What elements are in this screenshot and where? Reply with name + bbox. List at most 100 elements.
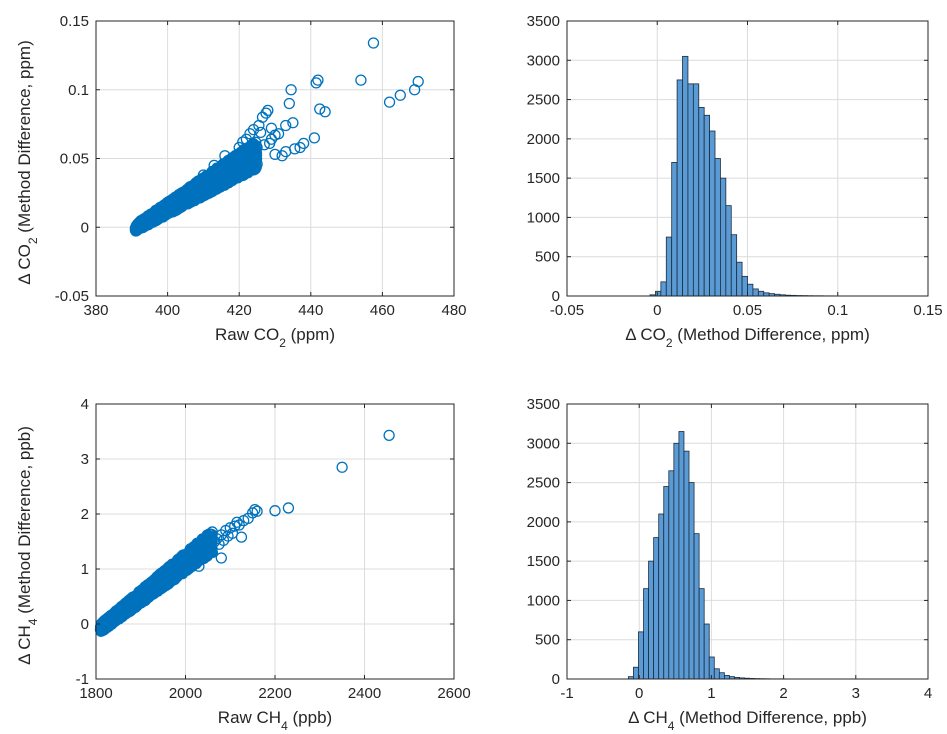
data-point — [231, 516, 243, 528]
histogram-bar — [668, 470, 675, 680]
data-point — [187, 180, 199, 192]
y-tick-label: 500 — [535, 249, 560, 266]
histogram-bar — [663, 486, 670, 680]
data-point — [282, 502, 295, 514]
data-point — [235, 531, 248, 543]
data-point — [233, 141, 245, 154]
x-tick-label: 400 — [155, 302, 180, 319]
x-tick-label: -1 — [560, 685, 573, 702]
histogram-bar — [757, 290, 765, 297]
x-tick-label: 380 — [83, 302, 108, 319]
data-point — [285, 84, 297, 96]
x-tick-label: 0 — [653, 302, 661, 319]
data-point — [219, 150, 231, 162]
data-point — [113, 606, 125, 618]
data-point — [255, 126, 267, 139]
y-tick-label: 3 — [81, 451, 89, 468]
data-point — [158, 202, 170, 214]
histogram-bar — [658, 513, 665, 680]
x-tick-label: 1 — [707, 685, 715, 702]
x-tick-label: 460 — [370, 302, 395, 319]
histogram-bar — [747, 283, 754, 297]
histogram-bar — [718, 672, 725, 680]
data-point — [234, 150, 247, 162]
x-tick-label: 2400 — [348, 685, 381, 702]
data-point — [100, 615, 113, 627]
histogram-bar — [638, 631, 644, 680]
x-axis-label: Raw CH4 (ppb) — [218, 708, 332, 733]
y-tick-label: 1500 — [527, 170, 560, 187]
data-point — [256, 111, 269, 123]
x-tick-label: 2600 — [437, 685, 470, 702]
data-point — [294, 141, 306, 154]
data-point — [136, 220, 149, 232]
marks-co2-hist — [649, 55, 846, 297]
y-tick-label: -1 — [76, 671, 89, 688]
y-tick-label: 3000 — [527, 435, 560, 452]
data-point — [215, 552, 227, 564]
data-point — [240, 133, 253, 145]
data-point — [161, 573, 174, 585]
y-tick-label: 0.15 — [60, 13, 89, 30]
data-point — [204, 545, 217, 557]
y-tick-label: 1500 — [527, 553, 560, 570]
histogram-bar — [682, 55, 689, 297]
data-point — [262, 104, 274, 117]
x-tick-label: 2200 — [258, 685, 291, 702]
data-point — [108, 615, 120, 627]
y-tick-label: 0 — [552, 671, 560, 688]
data-point — [312, 74, 324, 86]
x-tick-label: 4 — [924, 685, 932, 702]
x-tick-label: 2000 — [169, 685, 202, 702]
chart-ch4-scatter: 1800 2000 2200 2400 2600 -1 0 1 2 3 4 Raw CH4 (ppb)… — [15, 396, 471, 733]
data-point — [170, 199, 182, 211]
y-tick-label: 1000 — [527, 592, 560, 609]
histogram-bar — [714, 158, 721, 297]
data-point — [193, 560, 205, 572]
data-point — [269, 505, 281, 517]
histogram-bar — [648, 560, 655, 680]
data-point — [289, 143, 301, 155]
histogram-bar — [709, 130, 716, 297]
x-tick-label: 420 — [227, 302, 252, 319]
data-point — [197, 174, 209, 186]
data-point — [383, 96, 396, 108]
histogram-bar — [683, 450, 690, 680]
data-point — [157, 574, 169, 586]
x-tick-label: -0.05 — [550, 302, 584, 319]
y-tick-label: 2000 — [527, 131, 560, 148]
data-point — [242, 152, 254, 165]
data-point — [319, 106, 331, 118]
data-point — [208, 184, 220, 196]
histogram-bar — [676, 79, 683, 297]
y-tick-label: 3500 — [527, 396, 560, 413]
data-point — [237, 136, 249, 148]
chart-co2-hist: -0.05 0 0.05 0.1 0.1505001000150020002500300… — [527, 13, 943, 350]
data-point — [244, 128, 256, 140]
x-tick-label: 0.15 — [913, 302, 942, 319]
data-point — [115, 603, 127, 616]
data-point — [176, 191, 188, 203]
histogram-bar — [678, 431, 685, 680]
marks-ch4-scatter — [94, 429, 395, 637]
data-point — [297, 137, 310, 150]
data-point — [265, 133, 278, 145]
x-axis-label: Δ CH4 (Method Difference, ppb) — [628, 708, 867, 733]
histogram-bar — [741, 275, 748, 297]
histogram-bar — [723, 675, 730, 680]
data-point — [99, 622, 111, 635]
data-point — [133, 591, 145, 603]
data-point — [249, 503, 261, 516]
histogram-bar — [643, 588, 649, 680]
x-tick-label: 2 — [779, 685, 787, 702]
y-axis-label: Δ CO2 (Method Difference, ppm) — [15, 40, 40, 285]
histogram-bar — [660, 281, 667, 297]
x-tick-label: 3 — [852, 685, 860, 702]
plot-area — [567, 404, 928, 679]
data-point — [251, 158, 263, 170]
y-tick-label: 3500 — [527, 13, 560, 30]
data-point — [193, 549, 205, 561]
histogram-bar — [653, 537, 660, 680]
